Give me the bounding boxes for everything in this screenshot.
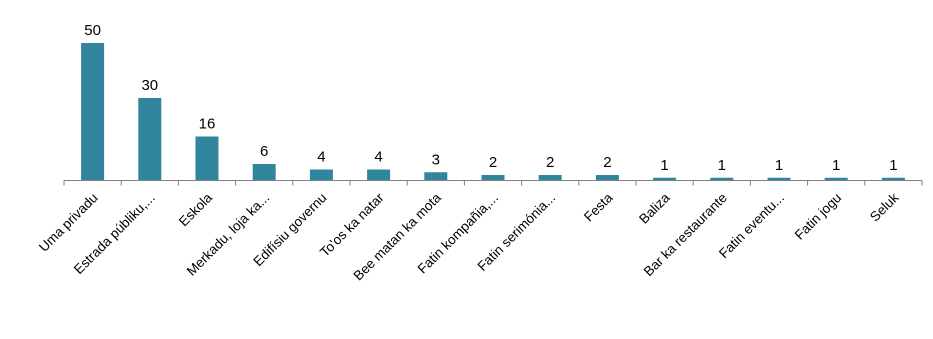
- data-label: 2: [546, 154, 554, 171]
- data-label: 1: [775, 157, 783, 174]
- data-label: 3: [432, 151, 440, 168]
- bar: [252, 164, 276, 181]
- data-labels-layer: 50 30 16 6 4 4 3 2 2 2 1 1 1 1 1: [84, 22, 897, 174]
- category-label: Baliza: [636, 190, 673, 227]
- bar: [138, 98, 162, 181]
- bar: [538, 175, 562, 181]
- bar: [881, 177, 905, 181]
- category-label: Festa: [581, 190, 616, 225]
- data-label: 1: [889, 157, 897, 174]
- bar: [81, 43, 105, 181]
- bars-layer: [81, 43, 905, 181]
- category-label: Eskola: [176, 190, 216, 230]
- bar: [309, 169, 333, 181]
- data-label: 1: [832, 157, 840, 174]
- x-axis: [63, 180, 923, 186]
- bar: [195, 136, 219, 181]
- bar: [481, 175, 505, 181]
- bar: [653, 177, 677, 181]
- bar: [367, 169, 391, 181]
- data-label: 2: [603, 154, 611, 171]
- data-label: 30: [141, 77, 158, 94]
- data-label: 1: [718, 157, 726, 174]
- data-label: 16: [199, 116, 216, 133]
- bar: [767, 177, 791, 181]
- data-label: 2: [489, 154, 497, 171]
- bar: [424, 172, 448, 181]
- category-label: Fatin jogu: [792, 190, 845, 243]
- bar: [595, 175, 619, 181]
- data-label: 4: [374, 149, 382, 166]
- data-label: 4: [317, 149, 325, 166]
- data-label: 50: [84, 22, 101, 39]
- data-label: 6: [260, 143, 268, 160]
- bar: [824, 177, 848, 181]
- category-label: Seluk: [867, 190, 902, 225]
- bar: [710, 177, 734, 181]
- data-label: 1: [660, 157, 668, 174]
